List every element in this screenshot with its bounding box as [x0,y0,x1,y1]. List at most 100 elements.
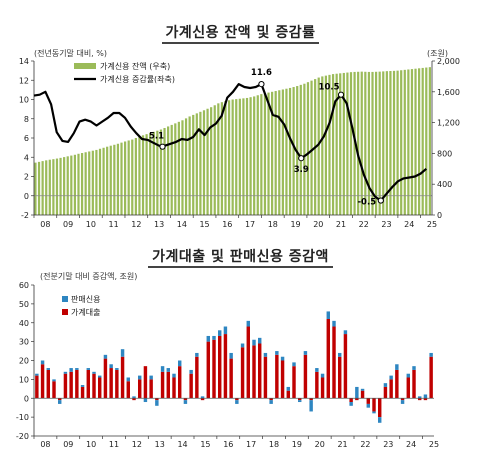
balance-bar [88,151,91,215]
loan-bar [223,334,228,399]
credit-bar [183,400,188,404]
balance-bar [141,135,145,215]
y-tick-label: -10 [16,413,29,422]
credit-bar [309,400,313,412]
right-tick-label: 400 [437,180,452,189]
legend-swatch-balance [74,63,96,69]
balance-bar [235,99,238,215]
balance-bar [181,120,184,215]
x-tick-label: 16 [222,220,232,229]
balance-bar [55,158,59,215]
loan-bar [138,379,142,399]
x-tick-label: 14 [177,220,187,229]
balance-bar [206,108,209,215]
loan-bar [423,398,428,401]
credit-bar [326,311,330,319]
loan-bar [412,369,416,399]
balance-bar [346,72,349,215]
credit-bar [338,352,342,357]
credit-bar [69,368,73,372]
balance-bar [77,153,80,215]
loan-bar [303,354,308,399]
balance-bar [321,76,324,216]
balance-bar [403,69,406,215]
legend-label-growth: 가계신용 증감률(좌축) [100,74,175,84]
loan-bar [132,398,136,401]
loan-bar [218,335,222,399]
x-tick-label: 14 [177,440,187,449]
credit-bar [412,366,416,370]
balance-bar [385,71,388,215]
y-tick-label: 0 [24,394,29,403]
balance-bar [48,159,51,215]
balance-bar [328,74,331,215]
x-tick-label: 15 [200,440,210,449]
balance-bar [163,127,166,215]
credit-bar [132,396,136,399]
credit-bar [143,398,148,403]
credit-bar [389,375,393,380]
y-tick-label: 20 [19,357,29,366]
x-tick-label: 21 [336,220,346,229]
x-tick-label: 18 [268,220,278,229]
loan-bar [252,345,256,399]
balance-bar [227,100,231,215]
credit-bar [349,402,353,406]
right-tick-label: 1,200 [437,119,460,128]
balance-bar [109,145,112,215]
x-tick-label: 23 [381,220,391,229]
balance-bar [174,123,177,215]
balance-bar [382,71,385,216]
loan-bar [109,368,113,399]
y-axis-label: (전분기말 대비 증감액, 조원) [40,271,137,281]
balance-bar [249,97,252,215]
right-axis-label: (조원) [427,49,448,58]
loan-bar [355,398,359,401]
balance-bar [407,69,410,215]
credit-bar [115,368,119,370]
credit-bar [429,352,433,357]
legend-label-loans: 가계대출 [71,307,100,317]
left-tick-label: -2 [21,211,29,220]
balance-bar [367,71,371,216]
loan-bar [395,369,399,399]
balance-bar [184,118,188,215]
x-tick-label: 24 [406,440,416,449]
credit-bar [355,386,359,399]
x-tick-label: 08 [40,220,50,229]
growth-rate-line [33,82,428,202]
balance-bar [84,152,87,215]
balance-bar [195,113,198,215]
credit-bar [275,351,279,355]
credit-bar [46,368,50,370]
balance-bar [364,71,367,215]
balance-bar [263,93,267,215]
loan-bar [326,318,330,399]
credit-bar [298,400,302,403]
balance-bar [428,67,431,215]
loan-bar [46,369,50,399]
legend-swatch-credit [62,296,68,302]
balance-bar [360,71,363,215]
x-tick-label: 24 [404,220,414,229]
balance-bar [152,131,155,215]
left-tick-label: 4 [24,153,29,162]
credit-bar [343,330,348,335]
balance-bar [335,73,338,216]
credit-bar [240,343,245,348]
credit-bar [303,351,308,355]
credit-bar [366,403,370,408]
balance-bar [63,157,66,215]
loan-bar [360,390,365,399]
loan-bar [98,377,102,399]
x-tick-label: 11 [109,220,119,229]
annotation-marker [258,81,265,88]
right-tick-label: 0 [437,211,442,220]
x-tick-label: 17 [246,440,256,449]
x-tick-label: 13 [155,440,165,449]
loan-bar [235,398,239,401]
x-tick-label: 22 [360,440,370,449]
credit-bar [406,373,410,378]
balance-bar [256,95,259,215]
credit-bar [320,373,325,378]
